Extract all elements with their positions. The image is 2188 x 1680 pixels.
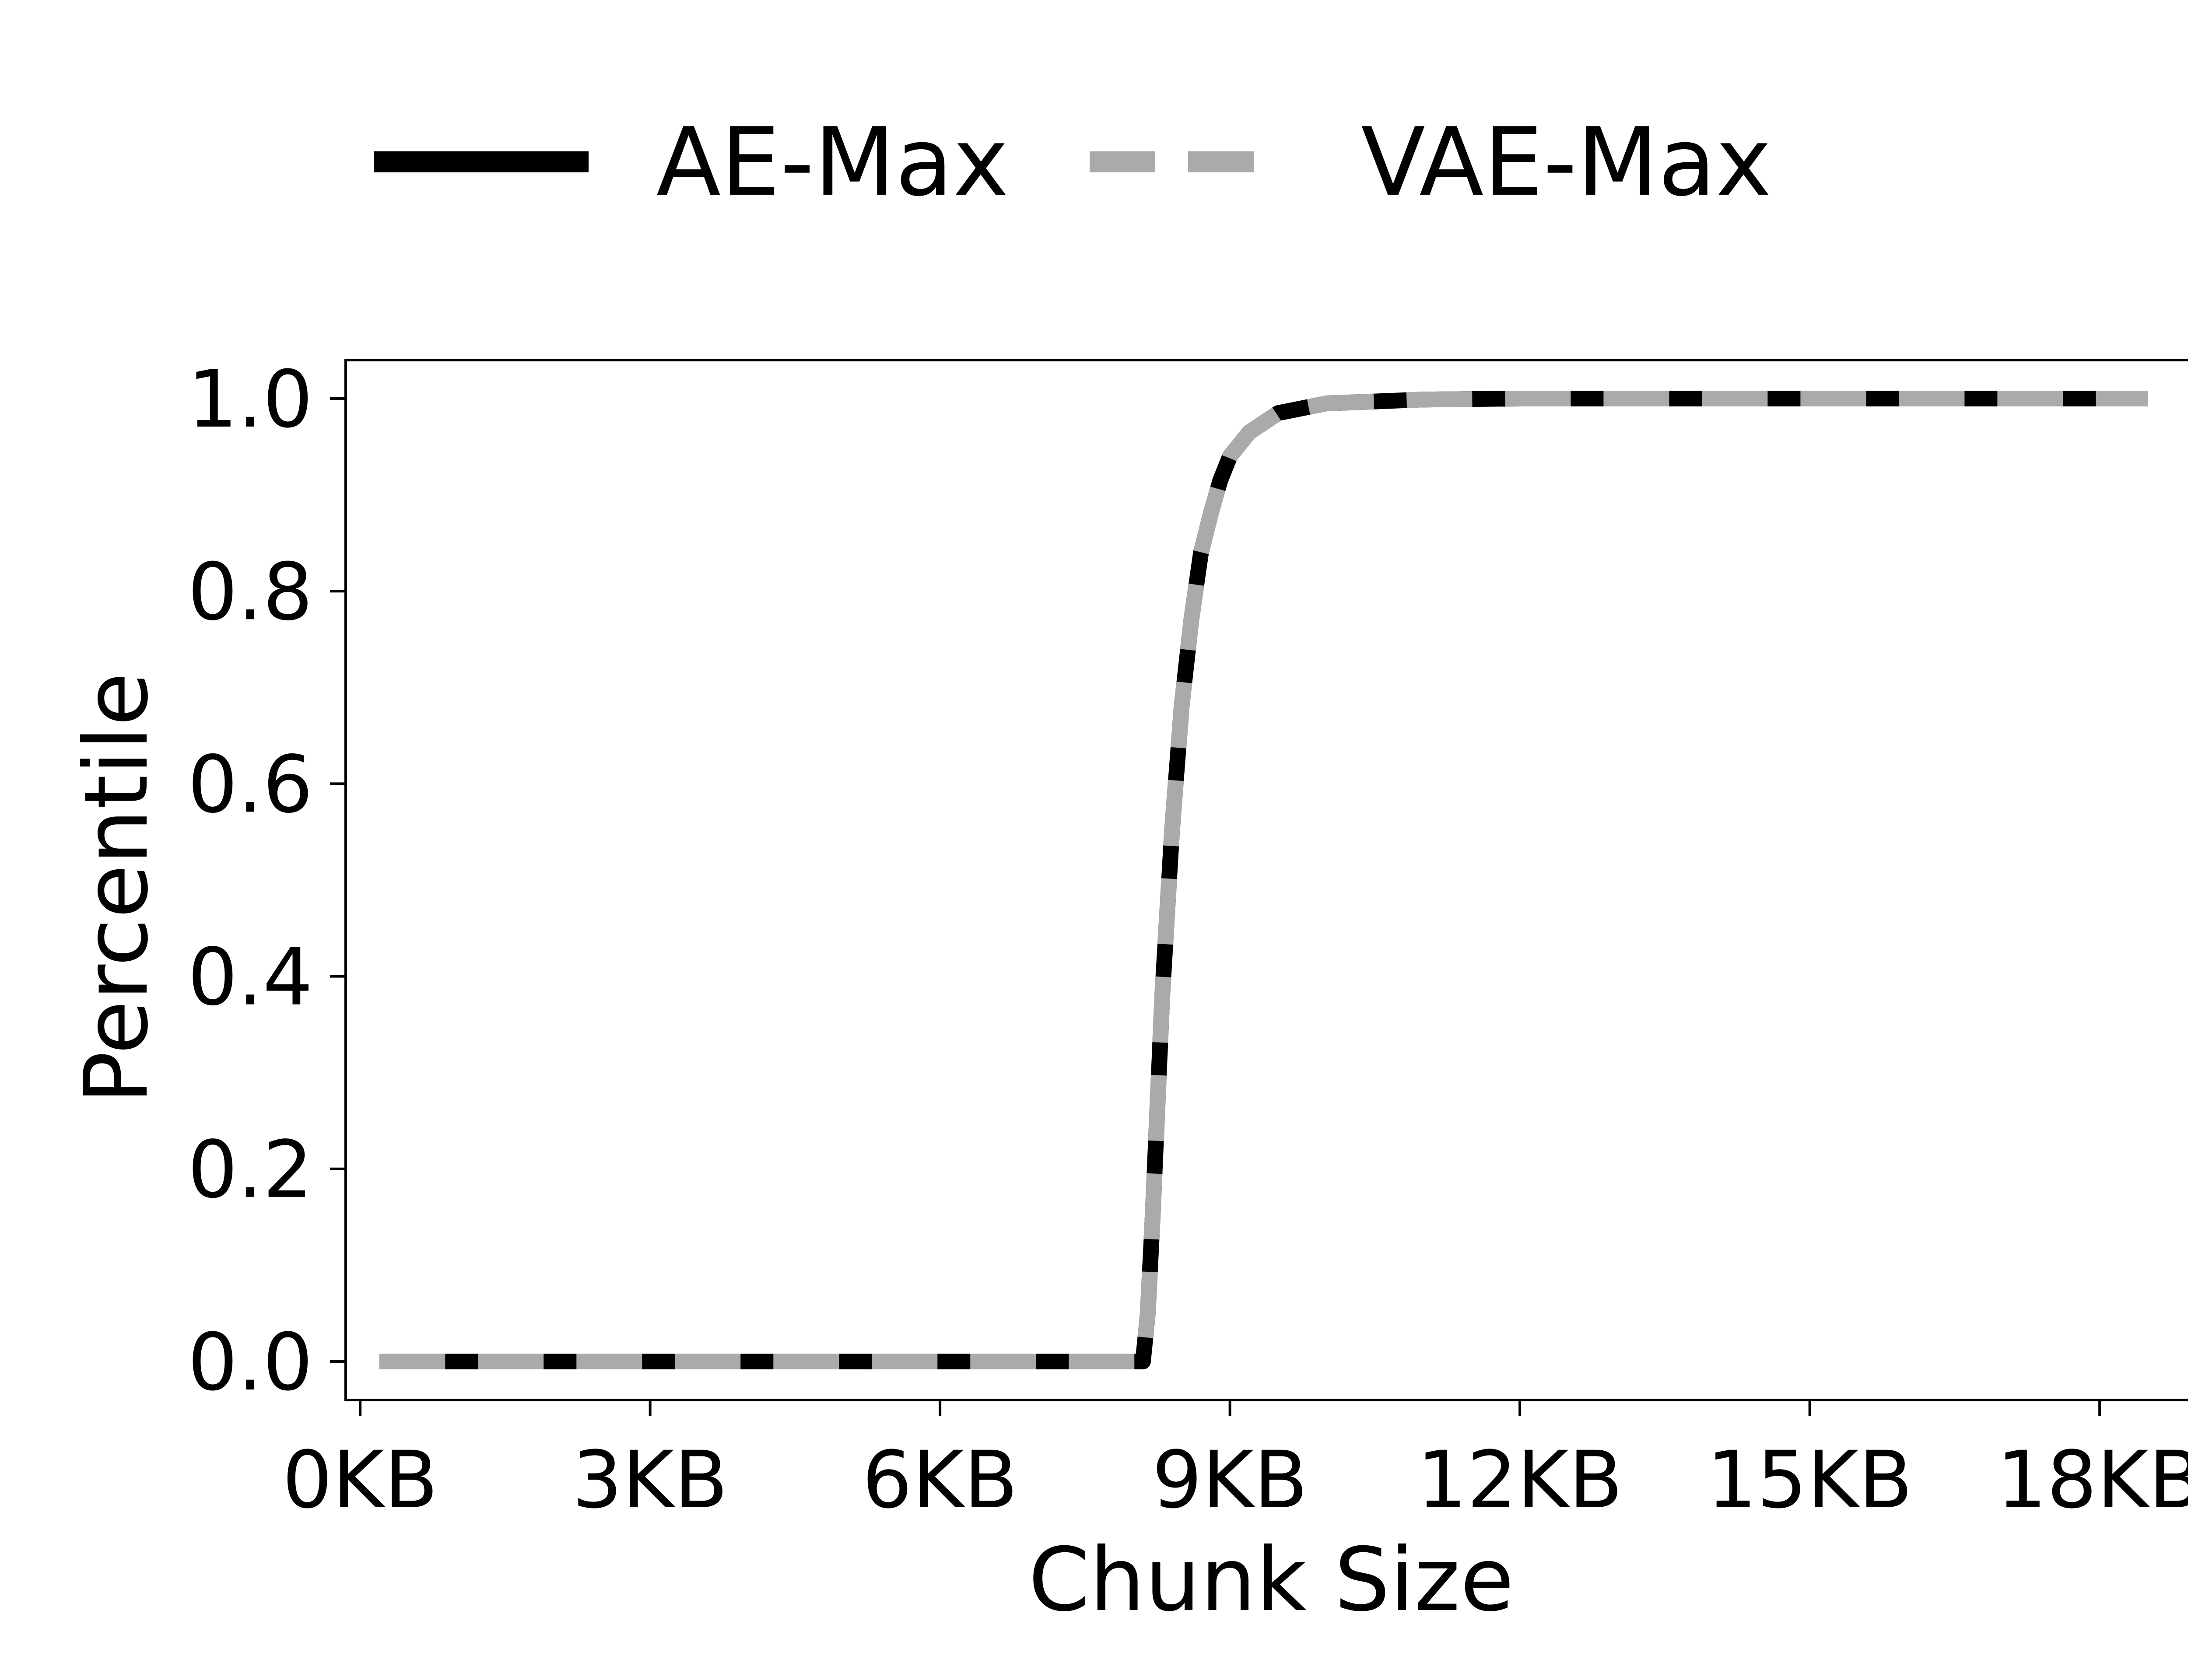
- x-tick-label: 15KB: [1707, 1435, 1913, 1526]
- legend-label-ae-max: AE-Max: [656, 107, 1009, 217]
- axis-ticks: 0KB 3KB 6KB 9KB 12KB 15KB 18KB 0.0 0.2 0.4 0.6 0.8 1…: [188, 354, 2188, 1526]
- legend: AE-Max VAE-Max: [374, 107, 1771, 217]
- x-tick-label: 0KB: [282, 1435, 438, 1526]
- data-series: [379, 391, 2148, 1369]
- y-tick-label: 0.4: [188, 932, 313, 1023]
- y-tick-label: 0.0: [188, 1317, 313, 1408]
- legend-label-vae-max: VAE-Max: [1361, 107, 1771, 217]
- x-tick-label: 18KB: [1997, 1435, 2188, 1526]
- x-tick-label: 12KB: [1417, 1435, 1623, 1526]
- y-axis-title: Percentile: [66, 672, 168, 1104]
- y-tick-label: 1.0: [188, 354, 313, 445]
- x-tick-label: 9KB: [1152, 1435, 1308, 1526]
- plot-frame: [344, 359, 2188, 1401]
- y-tick-label: 0.8: [188, 546, 313, 638]
- y-tick-label: 0.6: [188, 739, 313, 830]
- x-axis-title: Chunk Size: [1028, 1529, 1514, 1631]
- x-tick-label: 6KB: [862, 1435, 1018, 1526]
- x-tick-label: 3KB: [572, 1435, 728, 1526]
- y-tick-label: 0.2: [188, 1124, 313, 1216]
- series-line-vae-max: [379, 391, 2148, 1369]
